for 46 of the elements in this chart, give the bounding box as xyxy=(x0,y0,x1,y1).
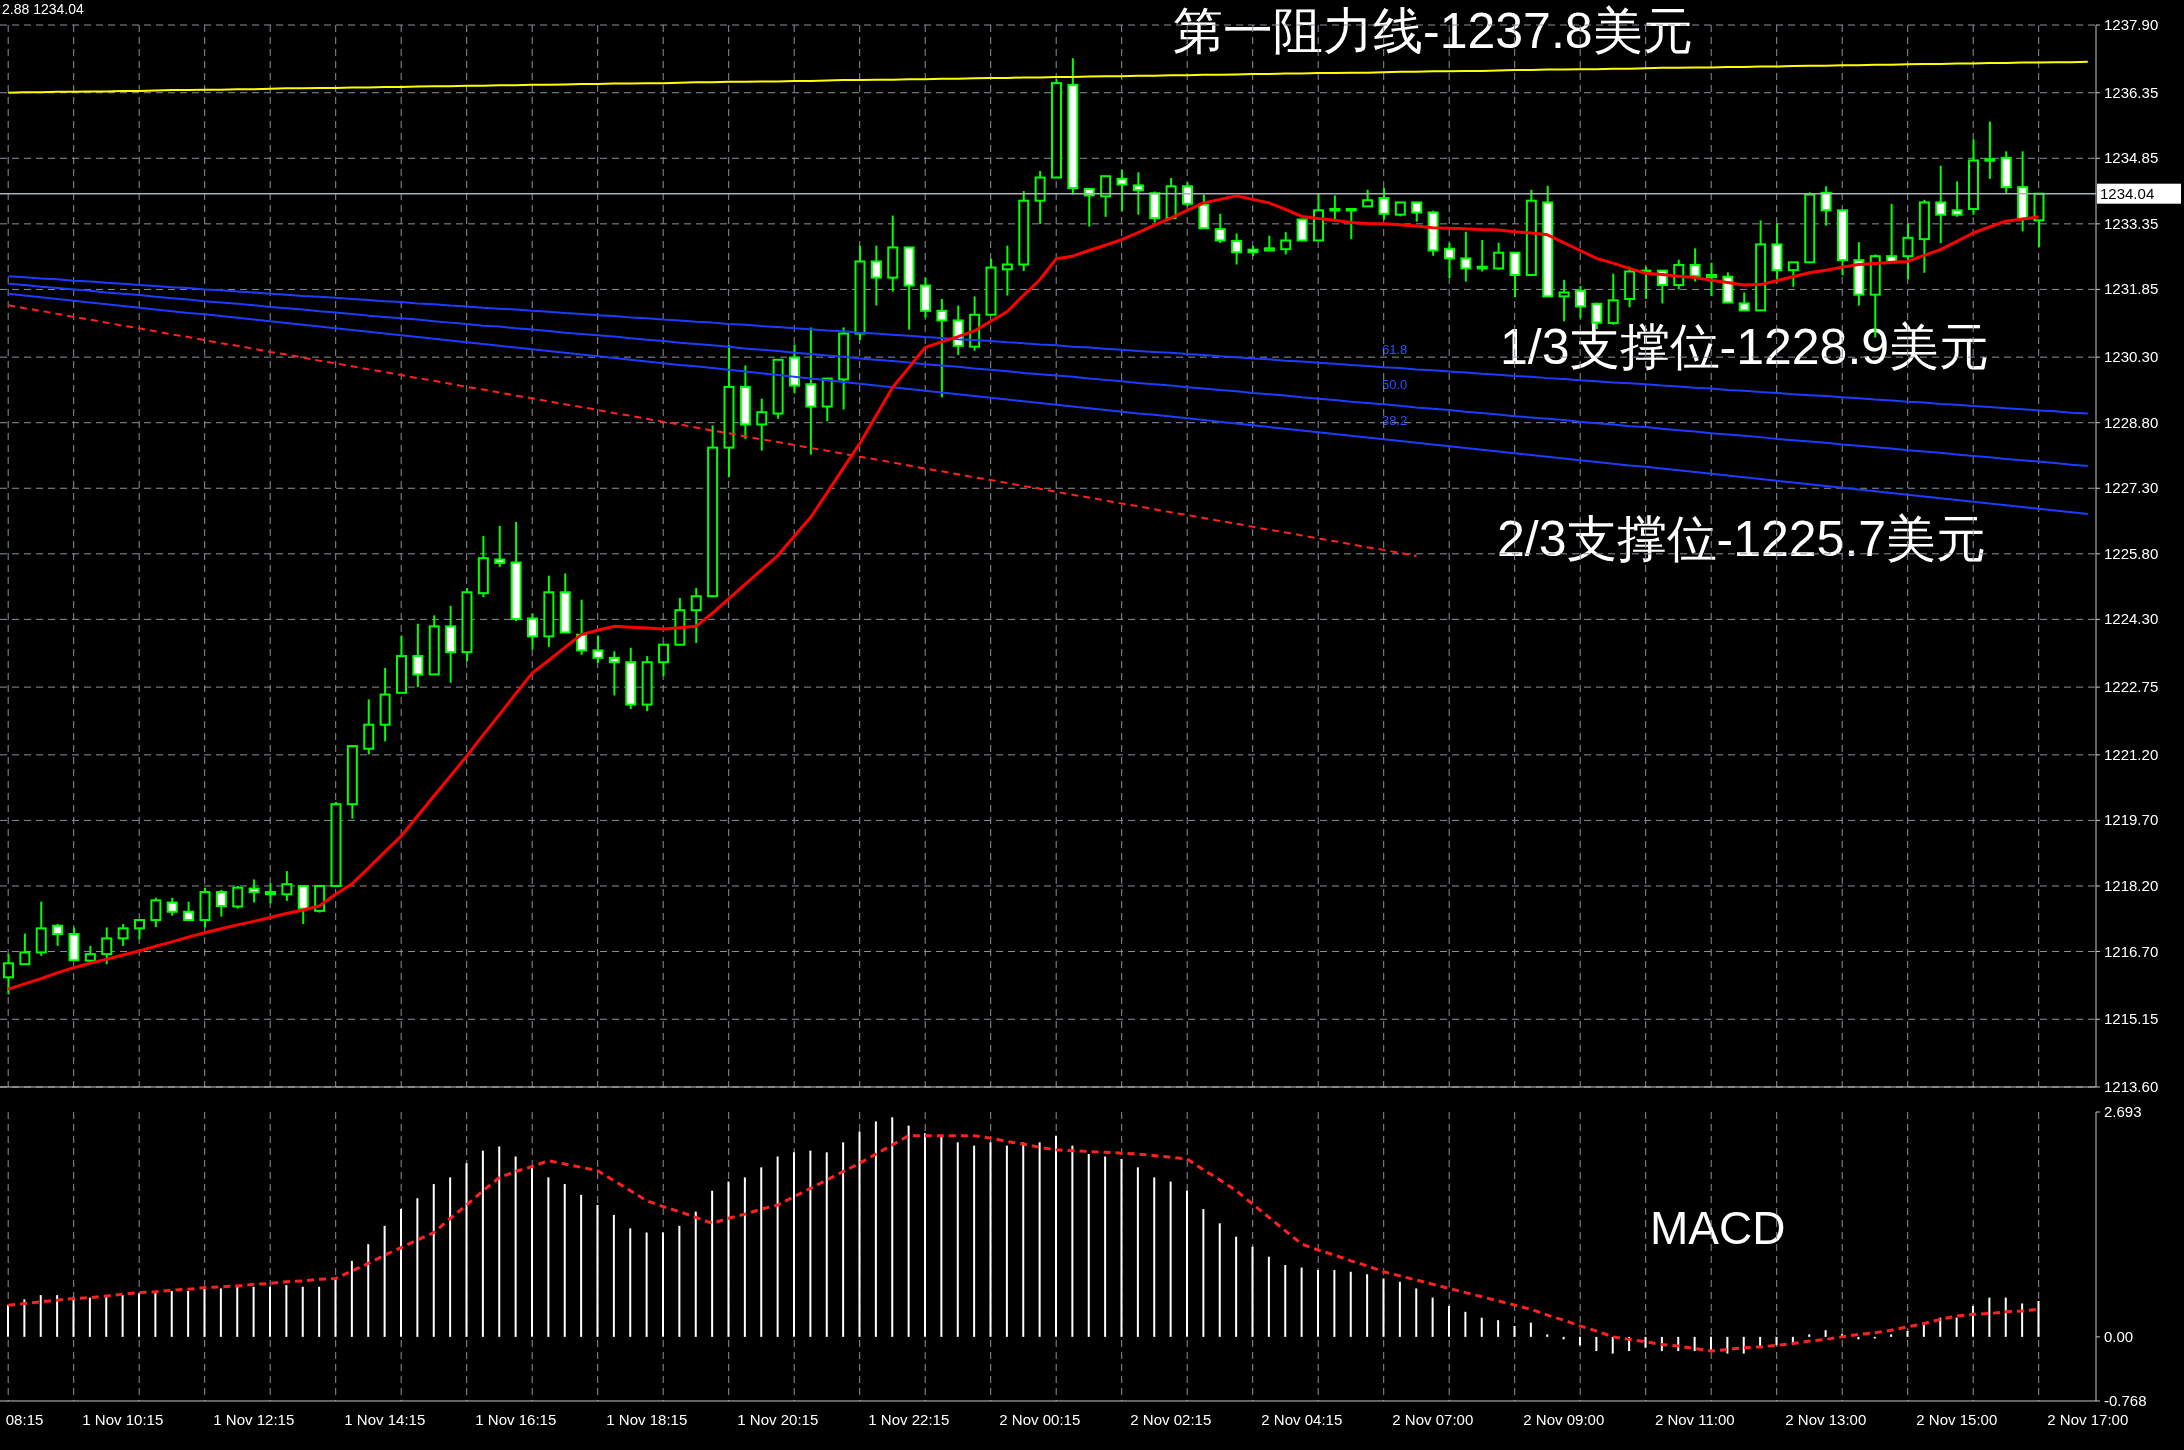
x-tick-label: 1 Nov 20:15 xyxy=(737,1411,819,1428)
y-tick-label: 1222.75 xyxy=(2104,678,2159,696)
x-tick-label: 2 Nov 02:15 xyxy=(1130,1411,1212,1428)
annotation: MACD xyxy=(1650,1202,1786,1254)
y-tick-label: 1227.30 xyxy=(2104,479,2159,497)
annotation: 61.8 xyxy=(1382,342,1408,357)
x-tick-label: 2 Nov 07:00 xyxy=(1392,1411,1474,1428)
y-tick-label: 1236.35 xyxy=(2104,83,2159,101)
x-tick-label: 2 Nov 04:15 xyxy=(1261,1411,1343,1428)
y-tick-label: 1230.30 xyxy=(2104,348,2159,366)
x-tick-label: 1 Nov 14:15 xyxy=(344,1411,426,1428)
x-tick-label: 2 Nov 15:00 xyxy=(1916,1411,1998,1428)
y-tick-label: 1228.80 xyxy=(2104,413,2159,431)
y-tick-label: 1224.30 xyxy=(2104,610,2159,628)
x-tick-label: 1 Nov 16:15 xyxy=(475,1411,557,1428)
y-tick-label: 1234.85 xyxy=(2104,149,2159,167)
y-tick-label: -0.768 xyxy=(2104,1392,2147,1409)
y-tick-label: 1225.80 xyxy=(2104,544,2159,562)
y-tick-label: 1218.20 xyxy=(2104,876,2159,894)
y-tick-label: 1216.70 xyxy=(2104,942,2159,960)
y-tick-label: 1233.35 xyxy=(2104,214,2159,232)
x-tick-label: 1 Nov 12:15 xyxy=(213,1411,295,1428)
x-tick-label: 08:15 xyxy=(5,1411,44,1428)
y-tick-label: 1221.20 xyxy=(2104,745,2159,763)
y-tick-label: 1237.90 xyxy=(2104,16,2159,33)
y-tick-label: 1213.60 xyxy=(2104,1078,2159,1095)
annotation: 2/3支撑位-1225.7美元 xyxy=(1497,511,1987,567)
x-tick-label: 2 Nov 00:15 xyxy=(999,1411,1081,1428)
annotation: 38.2 xyxy=(1382,413,1408,428)
y-tick-label: 1219.70 xyxy=(2104,811,2159,829)
x-tick-label: 1 Nov 10:15 xyxy=(82,1411,164,1428)
text: 2.88 1234.04 xyxy=(2,1,84,17)
annotation: 1/3支撑位-1228.9美元 xyxy=(1500,319,1990,375)
annotation: 50.0 xyxy=(1382,377,1408,392)
y-tick-label: 1215.15 xyxy=(2104,1010,2159,1028)
x-tick-label: 2 Nov 17:00 xyxy=(2047,1411,2129,1428)
ref-line-label: 1234.04 xyxy=(2100,184,2155,202)
x-tick-label: 2 Nov 13:00 xyxy=(1785,1411,1867,1428)
annotation: 第一阻力线-1237.8美元 xyxy=(1173,3,1693,59)
x-tick-label: 1 Nov 22:15 xyxy=(868,1411,950,1428)
y-tick-label: 0.00 xyxy=(2104,1327,2134,1345)
y-tick-label: 2.693 xyxy=(2104,1103,2142,1120)
x-tick-label: 2 Nov 09:00 xyxy=(1523,1411,1605,1428)
x-tick-label: 1 Nov 18:15 xyxy=(606,1411,688,1428)
x-tick-label: 2 Nov 11:00 xyxy=(1654,1411,1735,1428)
y-tick-label: 1231.85 xyxy=(2104,280,2159,298)
